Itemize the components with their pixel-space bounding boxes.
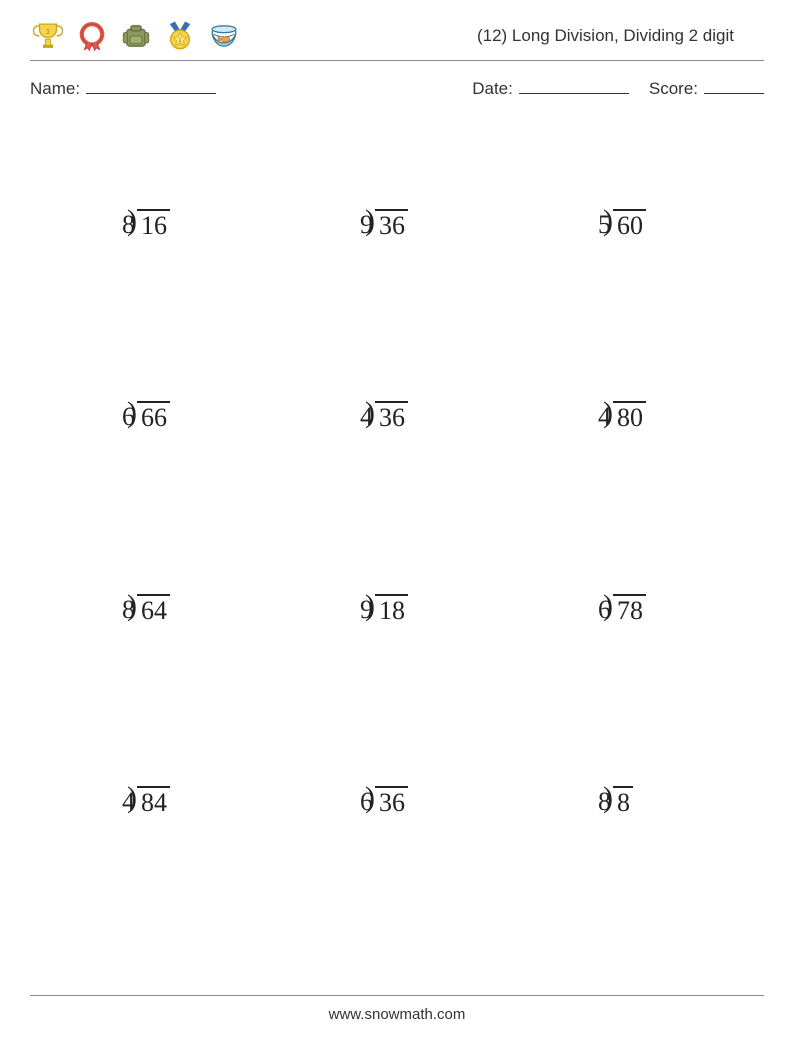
score-blank[interactable] bbox=[704, 75, 764, 94]
footer: www.snowmath.com bbox=[30, 995, 764, 1023]
problem-cell: 4)80 bbox=[516, 321, 754, 514]
dividend: 18 bbox=[375, 594, 408, 626]
footer-url: www.snowmath.com bbox=[329, 1006, 466, 1023]
backpack-icon bbox=[118, 18, 154, 54]
division-bracket: ) bbox=[603, 206, 613, 236]
dividend: 36 bbox=[375, 401, 408, 433]
name-label: Name: bbox=[30, 79, 80, 99]
problem-cell: 4)36 bbox=[278, 321, 516, 514]
problem-cell: 8)8 bbox=[516, 706, 754, 899]
problem-cell: 5)60 bbox=[516, 129, 754, 322]
division-bracket: ) bbox=[365, 206, 375, 236]
problem-cell: 6)36 bbox=[278, 706, 516, 899]
dividend: 36 bbox=[375, 209, 408, 241]
medal-icon: 1 bbox=[162, 18, 198, 54]
dividend: 36 bbox=[375, 786, 408, 818]
svg-text:1: 1 bbox=[46, 26, 50, 35]
dividend: 84 bbox=[137, 786, 170, 818]
dividend: 66 bbox=[137, 401, 170, 433]
dividend: 78 bbox=[613, 594, 646, 626]
header-icons: 1 bbox=[30, 18, 242, 54]
header: 1 bbox=[30, 18, 764, 61]
trophy-icon: 1 bbox=[30, 18, 66, 54]
problem-cell: 6)66 bbox=[40, 321, 278, 514]
dividend: 8 bbox=[613, 786, 633, 818]
problems-grid: 8)16 9)36 5)60 6)66 4)36 4)80 8)64 9)18 … bbox=[30, 129, 764, 899]
division-bracket: ) bbox=[127, 783, 137, 813]
wreath-icon bbox=[74, 18, 110, 54]
meta-row: Name: Date: Score: bbox=[30, 75, 764, 99]
date-label: Date: bbox=[472, 79, 513, 99]
division-bracket: ) bbox=[365, 591, 375, 621]
svg-text:1: 1 bbox=[178, 37, 182, 44]
problem-cell: 4)84 bbox=[40, 706, 278, 899]
dividend: 64 bbox=[137, 594, 170, 626]
division-bracket: ) bbox=[603, 783, 613, 813]
score-label: Score: bbox=[649, 79, 698, 99]
name-field: Name: bbox=[30, 75, 472, 99]
dividend: 16 bbox=[137, 209, 170, 241]
fishbowl-icon bbox=[206, 18, 242, 54]
name-blank[interactable] bbox=[86, 75, 216, 94]
date-blank[interactable] bbox=[519, 75, 629, 94]
worksheet-page: 1 bbox=[0, 0, 794, 1053]
division-bracket: ) bbox=[127, 591, 137, 621]
division-bracket: ) bbox=[365, 398, 375, 428]
page-title: (12) Long Division, Dividing 2 digit bbox=[477, 26, 764, 46]
dividend: 60 bbox=[613, 209, 646, 241]
division-bracket: ) bbox=[127, 206, 137, 236]
problem-cell: 6)78 bbox=[516, 514, 754, 707]
division-bracket: ) bbox=[603, 591, 613, 621]
problem-cell: 9)18 bbox=[278, 514, 516, 707]
problem-cell: 8)64 bbox=[40, 514, 278, 707]
dividend: 80 bbox=[613, 401, 646, 433]
problem-cell: 9)36 bbox=[278, 129, 516, 322]
problem-cell: 8)16 bbox=[40, 129, 278, 322]
division-bracket: ) bbox=[603, 398, 613, 428]
division-bracket: ) bbox=[365, 783, 375, 813]
division-bracket: ) bbox=[127, 398, 137, 428]
